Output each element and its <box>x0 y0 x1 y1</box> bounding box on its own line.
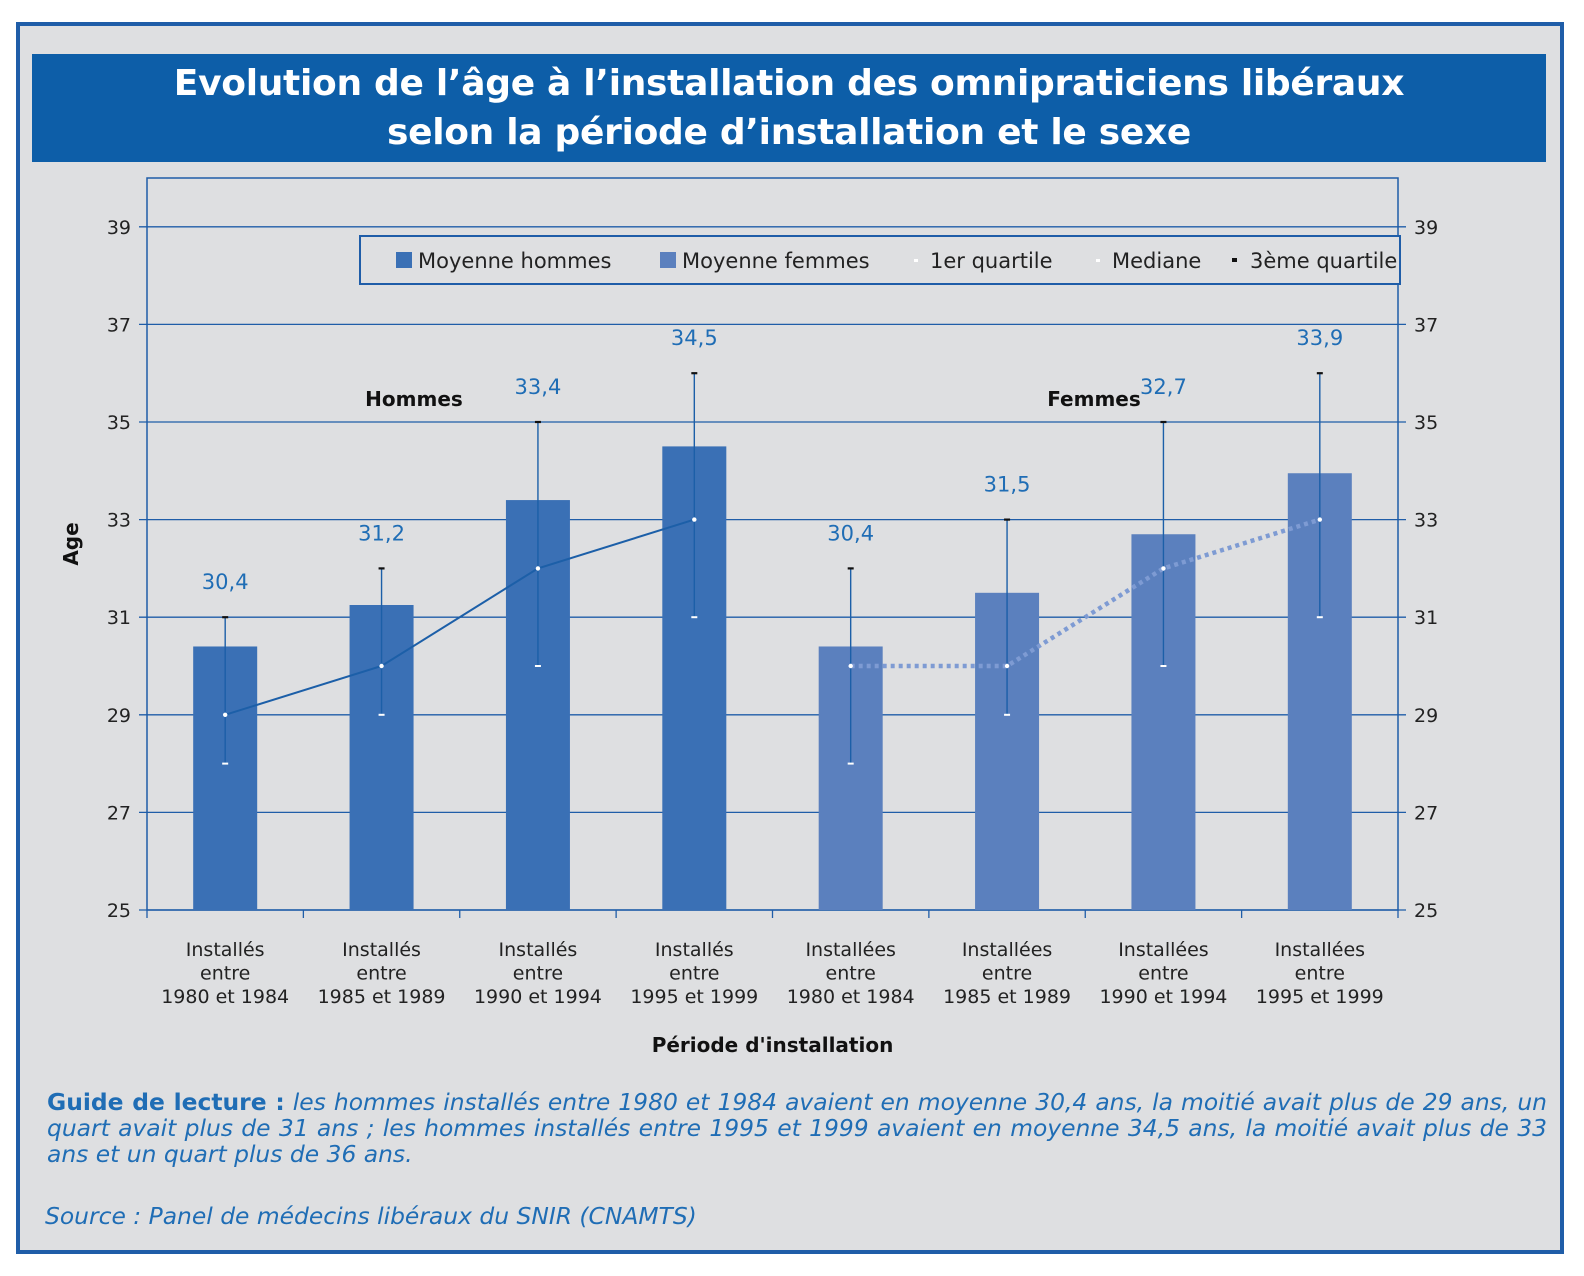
bar-value-label: 30,4 <box>827 521 874 545</box>
x-category-label: entre <box>982 963 1032 985</box>
x-category-label: Installées <box>1118 939 1208 961</box>
y-tick-label-right: 25 <box>1414 900 1438 922</box>
x-category-label: 1985 et 1989 <box>318 986 446 1008</box>
x-category-label: 1995 et 1999 <box>630 986 758 1008</box>
y-tick-label-right: 37 <box>1414 314 1438 336</box>
reading-guide: Guide de lecture : les hommes installés … <box>47 1089 1547 1167</box>
y-tick-label-left: 37 <box>107 314 131 336</box>
x-category-label: Installées <box>962 939 1052 961</box>
x-category-label: entre <box>1295 963 1345 985</box>
x-category-label: entre <box>826 963 876 985</box>
bar-value-label: 32,7 <box>1140 375 1187 399</box>
x-category-label: Installées <box>1275 939 1365 961</box>
y-tick-label-right: 31 <box>1414 607 1438 629</box>
median-line-femmes <box>850 517 1321 669</box>
y-tick-label-left: 25 <box>107 900 131 922</box>
x-category-label: Installés <box>342 939 421 961</box>
bar-value-label: 31,5 <box>984 473 1031 497</box>
x-category-label: Installés <box>499 939 578 961</box>
y-tick-label-left: 31 <box>107 607 131 629</box>
x-category-label: entre <box>1138 963 1188 985</box>
median-marker <box>1161 566 1166 571</box>
x-category-label: Installées <box>805 939 895 961</box>
y-tick-label-right: 27 <box>1414 802 1438 824</box>
legend-moyenne-hommes-label: Moyenne hommes <box>418 249 611 273</box>
y-tick-label-left: 33 <box>107 510 131 532</box>
legend-3eme-quartile-swatch <box>1232 258 1237 262</box>
x-category-label: Installés <box>186 939 265 961</box>
x-category-label: 1980 et 1984 <box>787 986 915 1008</box>
bar-value-label: 30,4 <box>202 570 249 594</box>
reading-guide-label: Guide de lecture : <box>47 1088 285 1116</box>
legend-1er-quartile-label: 1er quartile <box>930 249 1053 273</box>
source-note: Source : Panel de médecins libéraux du S… <box>45 1202 697 1230</box>
x-category-label: 1990 et 1994 <box>474 986 602 1008</box>
x-category-label: 1980 et 1984 <box>161 986 289 1008</box>
bar-value-label: 31,2 <box>358 521 405 545</box>
median-line-hommes <box>224 518 695 716</box>
median-marker <box>1317 517 1323 522</box>
x-category-label: entre <box>200 963 250 985</box>
y-tick-label-right: 29 <box>1414 705 1438 727</box>
bar-value-label: 34,5 <box>671 326 718 350</box>
y-tick-label-right: 35 <box>1414 412 1438 434</box>
median-marker <box>692 517 697 522</box>
legend-1er-quartile-swatch <box>914 259 918 262</box>
median-marker <box>1004 663 1010 669</box>
x-category-label: entre <box>356 963 406 985</box>
median-marker <box>848 663 853 669</box>
y-tick-label-left: 39 <box>107 217 131 239</box>
reading-guide-text: les hommes installés entre 1980 et 1984 … <box>47 1088 1547 1168</box>
x-category-label: entre <box>513 963 563 985</box>
x-axis-label: Période d'installation <box>652 1033 894 1057</box>
y-tick-label-left: 29 <box>107 705 131 727</box>
title-banner: Evolution de l’âge à l’installation des … <box>32 54 1546 162</box>
y-tick-label-left: 35 <box>107 412 131 434</box>
legend-moyenne-femmes-label: Moyenne femmes <box>682 249 870 273</box>
bar-value-label: 33,4 <box>515 375 562 399</box>
legend-moyenne-hommes-swatch <box>396 252 412 268</box>
median-marker <box>379 663 384 669</box>
bar-value-label: 33,9 <box>1296 326 1343 350</box>
y-axis-label: Age <box>59 522 83 565</box>
y-tick-label-right: 39 <box>1414 217 1438 239</box>
legend-box <box>359 235 1401 285</box>
group-label-hommes: Hommes <box>365 387 463 411</box>
x-category-label: 1985 et 1989 <box>943 986 1071 1008</box>
median-marker <box>535 566 541 571</box>
chart-title-line-2: selon la période d’installation et le se… <box>386 112 1192 153</box>
legend-mediane-label: Mediane <box>1112 249 1201 273</box>
plot-border <box>146 177 1399 911</box>
x-category-label: entre <box>669 963 719 985</box>
legend-moyenne-femmes-swatch <box>660 252 676 268</box>
legend-3eme-quartile-label: 3ème quartile <box>1250 249 1397 273</box>
y-tick-label-right: 33 <box>1414 510 1438 532</box>
x-category-label: 1995 et 1999 <box>1256 986 1384 1008</box>
group-label-femmes: Femmes <box>1047 387 1141 411</box>
median-marker <box>222 712 228 717</box>
y-tick-label-left: 27 <box>107 802 131 824</box>
x-category-label: 1990 et 1994 <box>1099 986 1227 1008</box>
legend-mediane-swatch <box>1096 259 1100 262</box>
x-category-label: Installés <box>655 939 734 961</box>
chart-title-line-1: Evolution de l’âge à l’installation des … <box>173 63 1405 104</box>
